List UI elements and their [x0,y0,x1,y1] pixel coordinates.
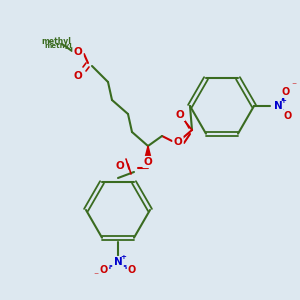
Text: O: O [100,265,108,275]
Text: methyl: methyl [44,43,72,49]
Text: N: N [114,257,122,267]
Text: +: + [120,254,126,260]
Text: O: O [284,111,292,121]
Text: N: N [114,257,122,267]
Text: O: O [128,265,136,275]
Text: O: O [74,71,82,81]
Text: O: O [284,111,292,121]
Text: O: O [144,157,152,167]
Text: methyl: methyl [41,38,71,46]
Text: O: O [282,87,290,97]
Text: O: O [100,265,108,275]
Text: O: O [174,137,182,147]
Text: O: O [144,157,152,167]
Text: O: O [116,161,124,171]
Text: O: O [74,47,82,57]
Text: +: + [280,98,286,104]
Text: ⁻: ⁻ [291,81,297,91]
Text: O: O [176,110,184,120]
Text: O: O [174,137,182,147]
Text: methyl: methyl [51,40,73,44]
Text: O: O [282,87,290,97]
Text: ⁻: ⁻ [93,271,99,281]
Text: O: O [128,265,136,275]
Text: O: O [116,161,124,171]
Text: N: N [274,101,282,111]
Text: N: N [274,101,282,111]
Text: O: O [74,47,82,57]
Text: O: O [176,110,184,120]
Text: O: O [74,71,82,81]
Polygon shape [145,146,151,158]
